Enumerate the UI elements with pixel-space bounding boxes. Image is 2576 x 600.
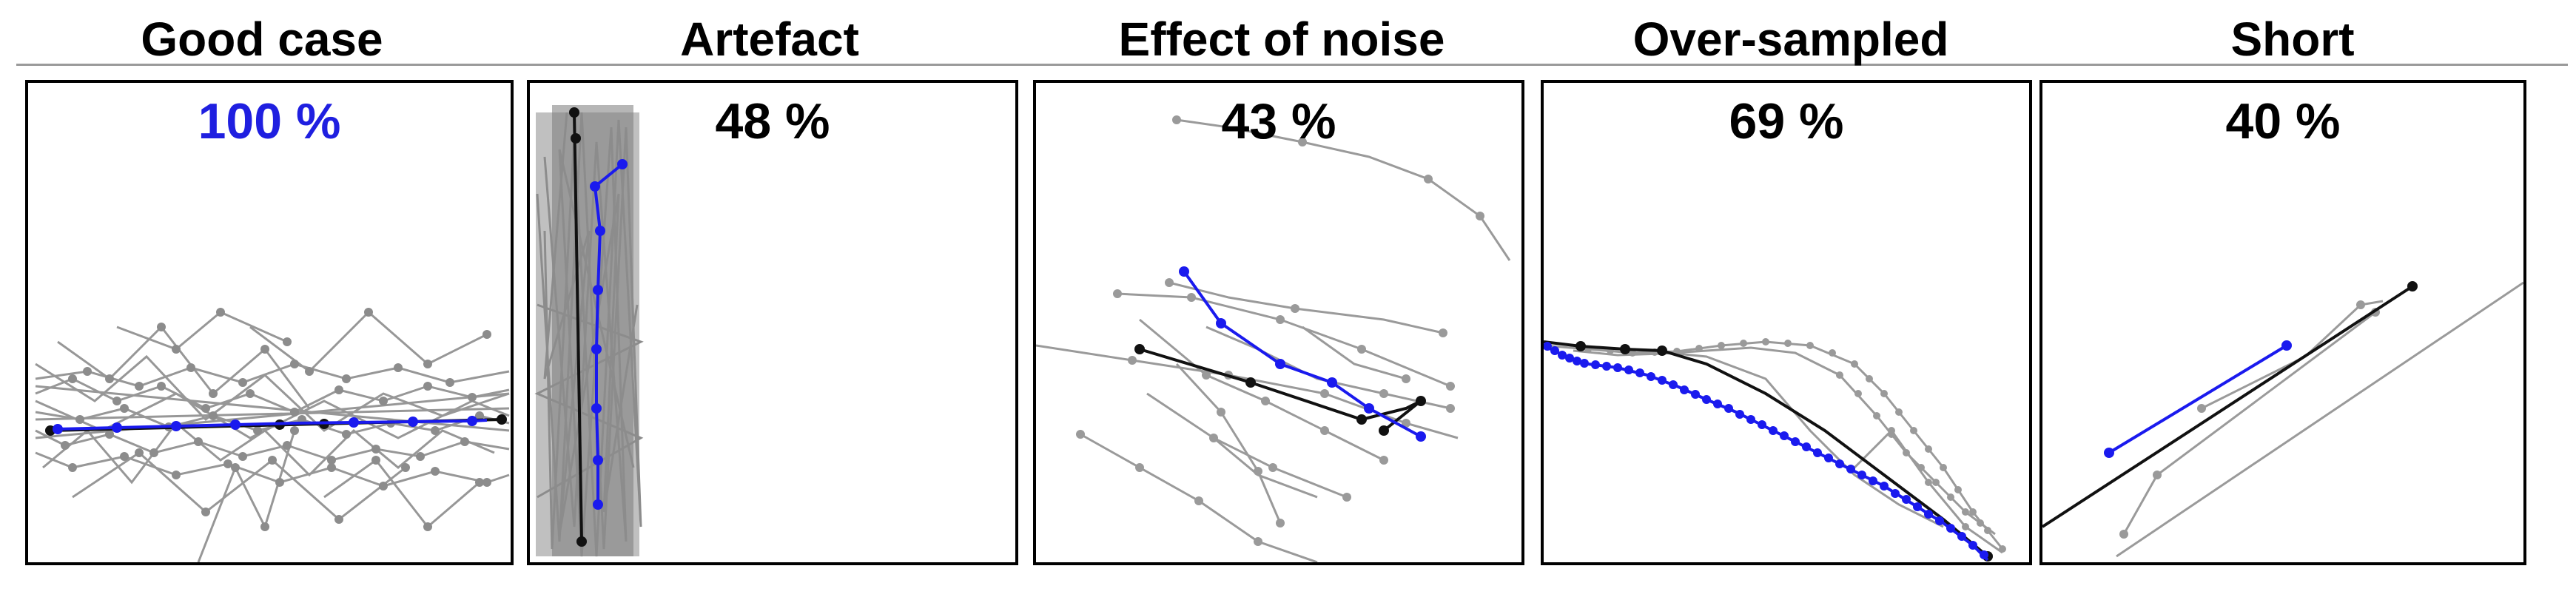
blue-track	[1544, 342, 1989, 562]
blue-track	[590, 159, 628, 510]
gray-track-points	[2119, 300, 2380, 539]
panel-effect-of-noise: 43 %	[1033, 80, 1524, 565]
panel-title-short: Short	[2230, 13, 2355, 66]
trajectory-plot-short	[2042, 281, 2523, 558]
trajectory-plot-artefact	[534, 105, 644, 557]
score-label-good-case: 100 %	[198, 93, 341, 149]
panel-title-over-sampled: Over-sampled	[1632, 13, 1949, 66]
panel-good-case: 100 %	[25, 80, 514, 565]
score-label-over-sampled: 69 %	[1729, 93, 1844, 149]
score-label-short: 40 %	[2225, 93, 2341, 149]
gray-track-points	[1076, 115, 1484, 546]
blue-track	[2104, 340, 2292, 458]
blue-track	[53, 416, 488, 434]
trajectory-plot-over-sampled	[1544, 338, 2006, 562]
gray-tracks	[2116, 281, 2523, 558]
score-label-artefact: 48 %	[715, 93, 830, 149]
trajectory-plot-effect-of-noise	[1036, 115, 1511, 562]
gray-tracks	[534, 105, 644, 557]
black-track	[1544, 340, 1993, 562]
panel-artefact: 48 %	[527, 80, 1018, 565]
panel-title-good-case: Good case	[141, 13, 383, 66]
header-divider	[16, 64, 2568, 66]
score-label-effect-of-noise: 43 %	[1221, 93, 1336, 149]
black-track	[2042, 281, 2418, 528]
panel-over-sampled: 69 %	[1541, 80, 2032, 565]
blue-track	[1179, 266, 1426, 442]
gray-tracks	[1036, 118, 1511, 562]
trajectory-plot-good-case	[35, 308, 510, 562]
panel-short: 40 %	[2039, 80, 2526, 565]
black-track	[569, 107, 587, 547]
black-track	[1134, 344, 1426, 436]
gray-tracks	[1544, 340, 2004, 554]
gray-track-points	[61, 308, 491, 531]
panel-title-artefact: Artefact	[680, 13, 859, 66]
panel-title-effect-of-noise: Effect of noise	[1118, 13, 1445, 66]
